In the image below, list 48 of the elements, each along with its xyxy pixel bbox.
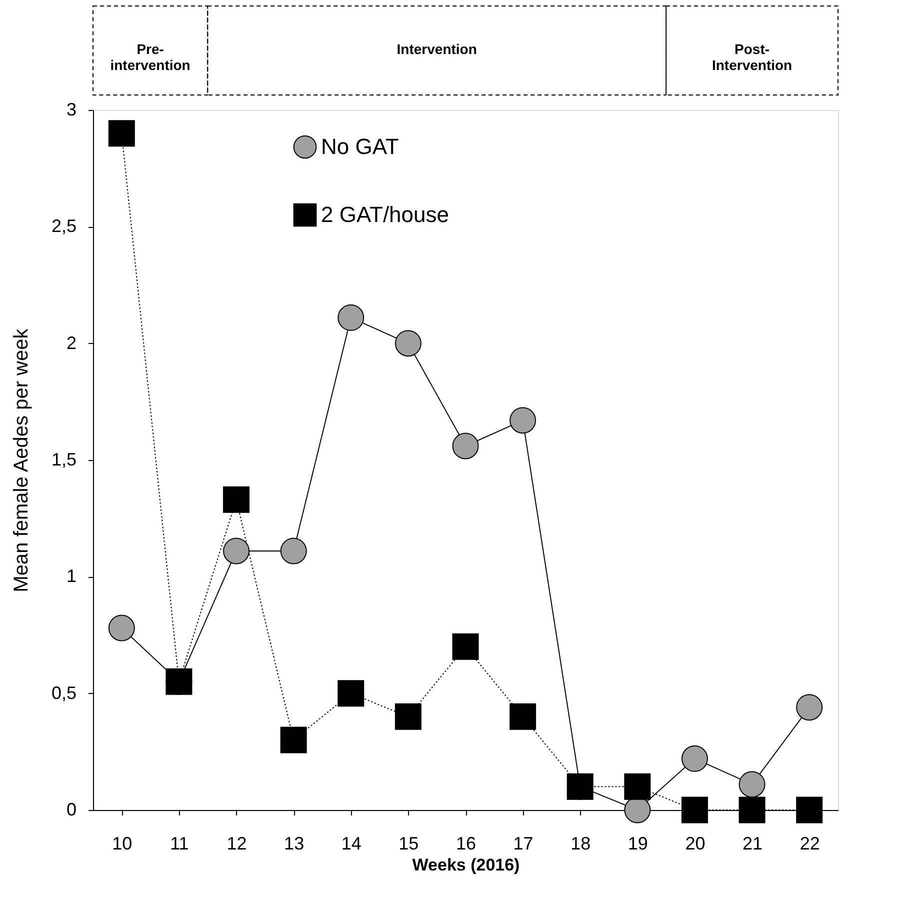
point	[338, 680, 364, 707]
y-tick-label: 1,5	[51, 450, 76, 470]
x-tick-label: 17	[513, 834, 534, 854]
x-tick-label: 11	[170, 834, 189, 854]
x-tick-label: 21	[742, 834, 763, 854]
x-tick-label: 15	[398, 834, 419, 854]
y-tick-label: 1	[66, 566, 76, 586]
x-tick-label: 16	[456, 834, 476, 854]
point	[624, 773, 651, 800]
x-tick-label: 14	[341, 834, 362, 854]
point	[681, 745, 708, 772]
y-tick-label: 0	[66, 800, 76, 820]
point	[280, 538, 307, 564]
point	[452, 432, 479, 460]
y-tick-label: 0,5	[51, 682, 76, 703]
point	[738, 796, 766, 824]
x-tick-label: 18	[570, 834, 591, 854]
point	[108, 120, 135, 147]
point	[796, 694, 823, 721]
point	[738, 771, 766, 798]
point	[108, 614, 135, 642]
y-axis-title: Mean female Aedes per week	[10, 328, 32, 592]
x-tick-label: 20	[685, 834, 706, 854]
y-tick-label: 2	[66, 332, 76, 353]
x-tick-label: 10	[112, 834, 132, 854]
y-tick-label: 3	[66, 100, 76, 120]
point	[510, 407, 536, 434]
text: Pre- intervention	[110, 41, 190, 73]
point	[338, 304, 364, 331]
x-tick-label: 19	[628, 834, 648, 854]
point	[796, 796, 823, 824]
point	[394, 703, 422, 730]
legend-label: No GAT	[321, 134, 399, 159]
point	[223, 486, 250, 513]
x-tick-label: 12	[226, 834, 247, 854]
point	[510, 703, 536, 730]
text: Post- Intervention	[712, 41, 792, 73]
legend-label: 2 GAT/house	[321, 202, 449, 227]
x-tick-label: 22	[800, 834, 820, 854]
point	[280, 726, 307, 754]
point	[223, 538, 250, 564]
point	[452, 633, 479, 660]
point	[681, 796, 708, 824]
x-tick-label: 13	[284, 834, 304, 854]
x-axis-title: Weeks (2016)	[412, 856, 520, 874]
y-tick-label: 2,5	[51, 216, 76, 236]
text: Intervention	[396, 41, 477, 57]
point	[394, 330, 422, 357]
